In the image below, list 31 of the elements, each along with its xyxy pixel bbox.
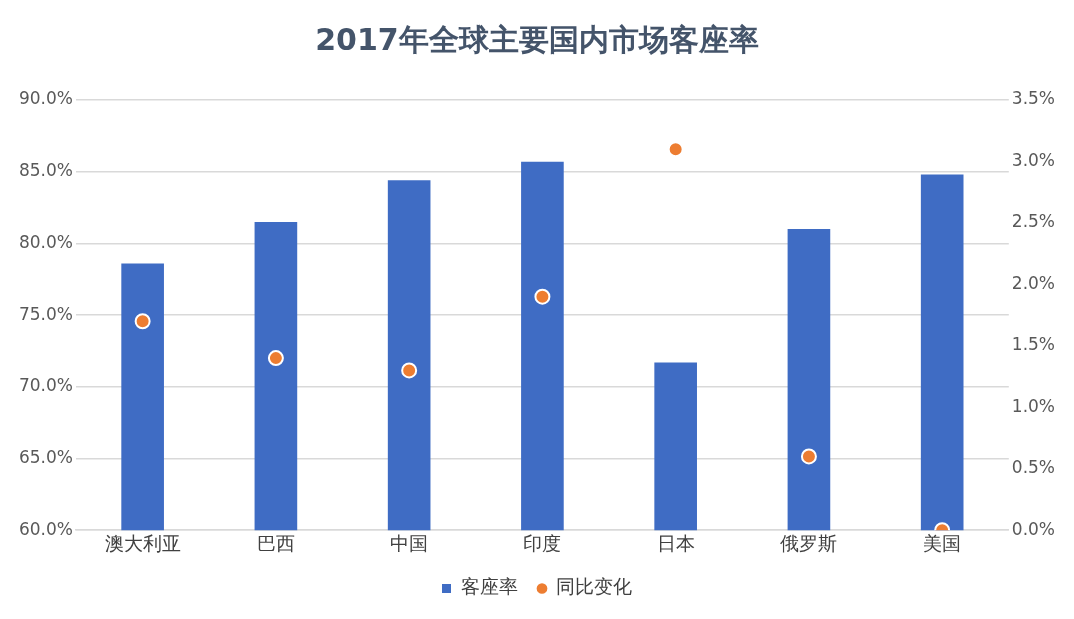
- point: [134, 313, 151, 330]
- point: [667, 141, 684, 158]
- y-tick-label: 80.0%: [18, 231, 73, 252]
- y-tick-label: 70.0%: [18, 375, 73, 396]
- y2-tick-label: 0.5%: [1011, 457, 1056, 478]
- chart-title: 2017年全球主要国内市场客座率: [315, 21, 759, 57]
- point: [800, 448, 817, 465]
- y2-tick-label: 1.0%: [1011, 395, 1056, 416]
- point: [534, 288, 551, 305]
- legend-label: 同比变化: [556, 575, 632, 598]
- x-tick-label: 美国: [923, 531, 962, 554]
- point: [267, 350, 284, 367]
- y-tick-label: 75.0%: [18, 303, 73, 324]
- y-tick-label: 85.0%: [18, 160, 73, 181]
- point: [401, 362, 418, 379]
- x-tick-label: 巴西: [256, 531, 295, 554]
- y2-tick-label: 3.5%: [1011, 88, 1056, 109]
- x-tick-label: 日本: [656, 531, 695, 554]
- x-tick-label: 印度: [523, 531, 562, 554]
- x-tick-label: 澳大利亚: [104, 531, 181, 554]
- y2-tick-label: 2.0%: [1011, 272, 1056, 293]
- legend-label: 客座率: [460, 575, 518, 598]
- y-tick-label: 65.0%: [18, 446, 73, 467]
- y2-tick-label: 1.5%: [1011, 334, 1056, 355]
- y2-tick-label: 0.0%: [1011, 518, 1056, 539]
- y-tick-label: 90.0%: [18, 88, 73, 109]
- x-tick-label: 中国: [390, 531, 429, 554]
- x-tick-label: 俄罗斯: [780, 531, 838, 554]
- y2-tick-label: 3.0%: [1011, 149, 1056, 170]
- y-tick-label: 60.0%: [18, 518, 73, 539]
- y2-tick-label: 2.5%: [1011, 211, 1056, 232]
